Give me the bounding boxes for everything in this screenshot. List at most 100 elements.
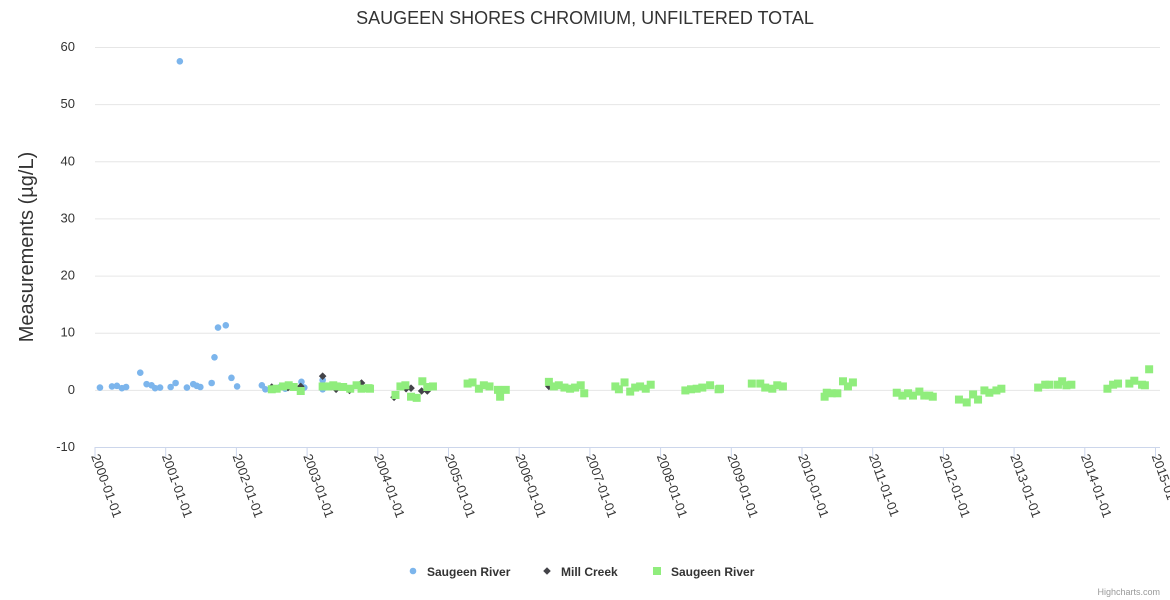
data-point: [747, 379, 756, 388]
data-point: [980, 386, 989, 395]
data-point: [974, 395, 983, 404]
data-point: [1062, 381, 1071, 390]
data-point: [544, 377, 553, 386]
data-point: [222, 321, 230, 329]
data-point: [357, 384, 366, 393]
data-point: [1041, 380, 1050, 389]
data-point: [172, 379, 179, 387]
y-tick-label: 30: [61, 210, 75, 225]
x-tick-label: 2002-01-01: [230, 452, 267, 520]
data-point: [962, 398, 971, 407]
data-point: [692, 384, 701, 393]
data-point: [571, 383, 580, 392]
credits-link[interactable]: Highcharts.com: [1097, 587, 1160, 597]
data-point: [631, 383, 640, 392]
y-tick-label: 0: [68, 382, 75, 397]
x-tick-label: 2009-01-01: [724, 452, 761, 520]
data-point: [167, 383, 174, 391]
data-point: [904, 389, 913, 398]
data-point: [228, 374, 235, 382]
data-point: [366, 384, 375, 393]
data-point: [407, 392, 416, 401]
data-point: [549, 382, 558, 391]
data-point: [272, 384, 281, 393]
series-saugeen-river-circle: [96, 57, 326, 393]
data-point: [1053, 380, 1062, 389]
data-point: [352, 381, 361, 390]
data-point: [423, 383, 432, 391]
data-point: [211, 353, 218, 361]
data-point: [715, 384, 724, 393]
data-point: [428, 382, 437, 391]
data-point: [298, 378, 305, 386]
y-tick-label: 40: [61, 153, 75, 168]
data-point: [113, 382, 121, 390]
data-point: [468, 378, 477, 387]
data-point: [1103, 384, 1112, 393]
data-point: [843, 382, 852, 391]
data-point: [296, 382, 305, 391]
data-point: [1045, 380, 1054, 389]
data-point: [346, 384, 355, 393]
data-point: [479, 381, 488, 390]
data-point: [641, 384, 650, 393]
data-point: [96, 384, 104, 391]
data-point: [681, 386, 690, 395]
data-point: [892, 388, 901, 397]
data-point: [233, 383, 241, 390]
data-point: [954, 395, 963, 404]
data-point: [566, 384, 575, 393]
x-tick-label: 2011-01-01: [866, 452, 903, 519]
x-tick-label: 2003-01-01: [300, 452, 337, 520]
data-point: [143, 380, 150, 388]
data-point: [580, 389, 589, 398]
x-tick-label: 2014-01-01: [1078, 452, 1115, 520]
legend: Saugeen River Mill Creek Saugeen River: [409, 565, 755, 579]
data-point: [756, 379, 765, 388]
legend-item[interactable]: Saugeen River: [409, 565, 511, 579]
legend-item[interactable]: Mill Creek: [543, 565, 618, 579]
data-point: [501, 385, 510, 394]
data-point: [396, 382, 405, 391]
data-point: [156, 384, 164, 391]
data-point: [997, 384, 1006, 393]
data-point: [778, 382, 787, 391]
data-point: [1034, 383, 1043, 392]
data-point: [915, 387, 924, 396]
x-tick-label: 2001-01-01: [159, 452, 196, 520]
legend-marker-diamond: [543, 567, 551, 575]
data-point: [985, 388, 994, 397]
x-tick-label: 2007-01-01: [583, 452, 620, 520]
data-point: [1114, 379, 1123, 388]
data-point: [768, 384, 777, 393]
x-tick-label: 2000-01-01: [88, 452, 125, 520]
data-point: [339, 383, 348, 391]
data-point: [176, 57, 184, 65]
legend-marker-circle: [409, 567, 417, 575]
data-point: [324, 382, 333, 391]
data-point: [554, 381, 563, 390]
x-axis: 2000-01-01 2001-01-01 2002-01-01 2003-01-01…: [88, 447, 1170, 520]
y-axis-ticks: -10 0 10 20 30 40 50 60: [56, 39, 75, 454]
data-point: [151, 384, 159, 392]
data-point: [614, 385, 623, 394]
data-point: [412, 393, 421, 402]
data-point: [108, 383, 116, 390]
data-point: [214, 324, 222, 331]
chart-title: SAUGEEN SHORES CHROMIUM, UNFILTERED TOTA…: [356, 8, 814, 28]
data-point: [463, 379, 472, 388]
data-point: [560, 383, 569, 392]
data-point: [1109, 380, 1118, 389]
legend-label: Mill Creek: [561, 565, 618, 579]
legend-label: Saugeen River: [427, 565, 511, 579]
legend-item[interactable]: Saugeen River: [653, 565, 755, 579]
data-point: [197, 383, 204, 391]
data-point: [687, 385, 696, 394]
data-point: [474, 384, 483, 393]
data-point: [908, 391, 917, 400]
data-point: [262, 385, 269, 393]
x-tick-label: 2004-01-01: [371, 452, 408, 520]
y-tick-label: 50: [61, 96, 75, 111]
legend-label: Saugeen River: [671, 565, 755, 579]
data-point: [332, 382, 341, 391]
